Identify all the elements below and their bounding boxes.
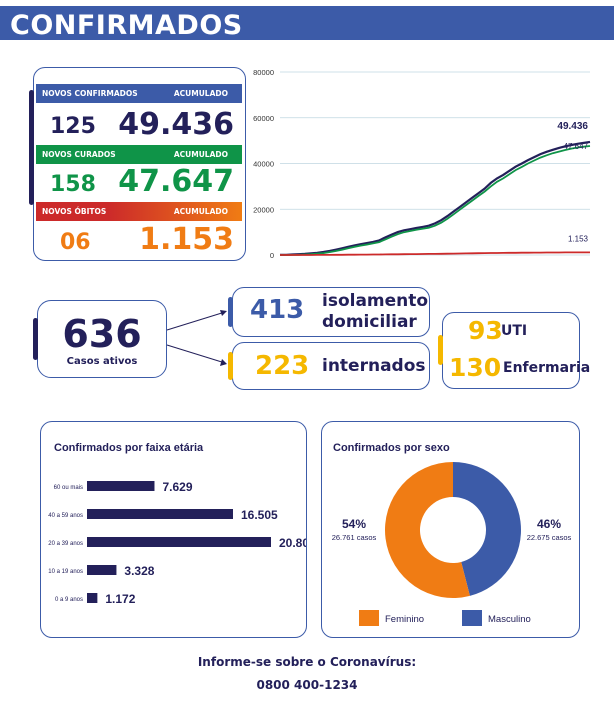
- cumulative-line-chart: 0 20000 40000 60000 80000 49.436 47.647 1.153: [253, 68, 591, 260]
- legend-label: Feminino: [385, 614, 424, 625]
- uti-accent: [438, 335, 443, 365]
- internados-card: [232, 342, 430, 390]
- bar: [87, 537, 271, 547]
- novos-obitos-label: NOVOS ÓBITOS: [42, 207, 107, 216]
- bar-category-label: 40 a 59 anos: [48, 513, 83, 519]
- novos-confirmados-value: 125: [50, 114, 96, 139]
- confirmados-acumulado-value: 49.436: [118, 107, 234, 142]
- slice-cases-label: 26.761 casos: [332, 533, 377, 542]
- enfermaria-value: 130: [449, 353, 502, 382]
- uti-enfermaria-card: [442, 312, 580, 389]
- novos-obitos-band: NOVOS ÓBITOS ACUMULADO: [36, 202, 242, 221]
- connector-arrows: [166, 310, 227, 366]
- slice-cases-label: 22.675 casos: [527, 533, 572, 542]
- bar: [87, 593, 98, 603]
- arrow-head-isolamento: [220, 310, 227, 316]
- internados-accent: [228, 352, 233, 380]
- internados-label: internados: [322, 356, 426, 376]
- isolamento-value: 413: [250, 295, 305, 325]
- novos-obitos-value: 06: [60, 230, 91, 255]
- page-title: CONFIRMADOS: [10, 10, 243, 41]
- bar: [87, 509, 233, 519]
- active-accent: [33, 318, 38, 360]
- acumulado-label: ACUMULADO: [173, 150, 228, 159]
- novos-confirmados-band: NOVOS CONFIRMADOS ACUMULADO: [36, 84, 242, 103]
- bar-category-label: 60 ou mais: [54, 485, 83, 491]
- donut-slice: [453, 462, 521, 596]
- age-bar-chart: Confirmados por faixa etária 60 ou mais 7.…: [48, 442, 306, 606]
- legend-label: Masculino: [488, 614, 531, 625]
- arrow-to-isolamento: [166, 311, 226, 331]
- y-tick-label: 20000: [253, 205, 274, 214]
- bar-category-label: 20 a 39 anos: [48, 541, 83, 547]
- series-end-label: 1.153: [568, 234, 589, 243]
- active-cases-label: Casos ativos: [66, 356, 138, 367]
- header-bar: [0, 6, 614, 40]
- bar-value-label: 3.328: [124, 564, 154, 578]
- y-tick-label: 0: [270, 251, 274, 260]
- series-line: [280, 145, 591, 256]
- slice-percent-label: 54%: [342, 517, 366, 531]
- legend-swatch: [359, 610, 379, 626]
- obitos-acumulado-value: 1.153: [139, 222, 234, 257]
- series-end-label: 47.647: [564, 142, 589, 151]
- isolamento-accent: [228, 297, 233, 327]
- novos-curados-band: NOVOS CURADOS ACUMULADO: [36, 145, 242, 164]
- series-end-label: 49.436: [557, 121, 588, 132]
- bar: [87, 565, 117, 575]
- bar-value-label: 16.505: [241, 508, 278, 522]
- slice-percent-label: 46%: [537, 517, 561, 531]
- bar: [87, 481, 155, 491]
- novos-confirmados-label: NOVOS CONFIRMADOS: [42, 89, 138, 98]
- legend-swatch: [462, 610, 482, 626]
- curados-acumulado-value: 47.647: [118, 164, 234, 199]
- novos-curados-label: NOVOS CURADOS: [42, 150, 116, 159]
- stats-accent: [29, 90, 34, 205]
- bar-value-label: 1.172: [105, 592, 135, 606]
- internados-value: 223: [255, 351, 310, 381]
- enfermaria-label: Enfermaria: [503, 360, 591, 376]
- age-chart-card: [40, 421, 307, 638]
- isolamento-card: [232, 287, 430, 337]
- footer-phone: 0800 400-1234: [256, 678, 358, 692]
- uti-value: 93: [468, 316, 503, 345]
- novos-curados-value: 158: [50, 172, 96, 197]
- footer-info: Informe-se sobre o Coronavírus:: [197, 655, 417, 669]
- bar-value-label: 7.629: [162, 480, 192, 494]
- sex-chart-card: [321, 421, 580, 638]
- bar-chart-title: Confirmados por faixa etária: [54, 442, 204, 454]
- y-tick-label: 60000: [253, 114, 274, 123]
- arrow-to-internados: [166, 344, 226, 364]
- active-cases-value: 636: [62, 312, 142, 356]
- y-tick-label: 80000: [253, 68, 274, 77]
- isolamento-label-line2: domiciliar: [322, 312, 417, 332]
- series-line: [279, 140, 591, 256]
- bar-category-label: 0 a 9 anos: [55, 597, 83, 603]
- bar-value-label: 20.802: [279, 536, 306, 550]
- donut-slice: [384, 462, 470, 598]
- acumulado-label: ACUMULADO: [173, 89, 228, 98]
- isolamento-label-line1: isolamento: [322, 291, 429, 311]
- uti-label: UTI: [501, 323, 528, 339]
- bar-category-label: 10 a 19 anos: [48, 569, 83, 575]
- arrow-head-internados: [220, 359, 227, 366]
- donut-chart-title: Confirmados por sexo: [333, 442, 450, 454]
- series-line: [280, 251, 590, 256]
- acumulado-label: ACUMULADO: [173, 207, 228, 216]
- y-tick-label: 40000: [253, 160, 274, 169]
- sex-donut-chart: Confirmados por sexo 54% 26.761 casos 46% 22…: [332, 442, 572, 626]
